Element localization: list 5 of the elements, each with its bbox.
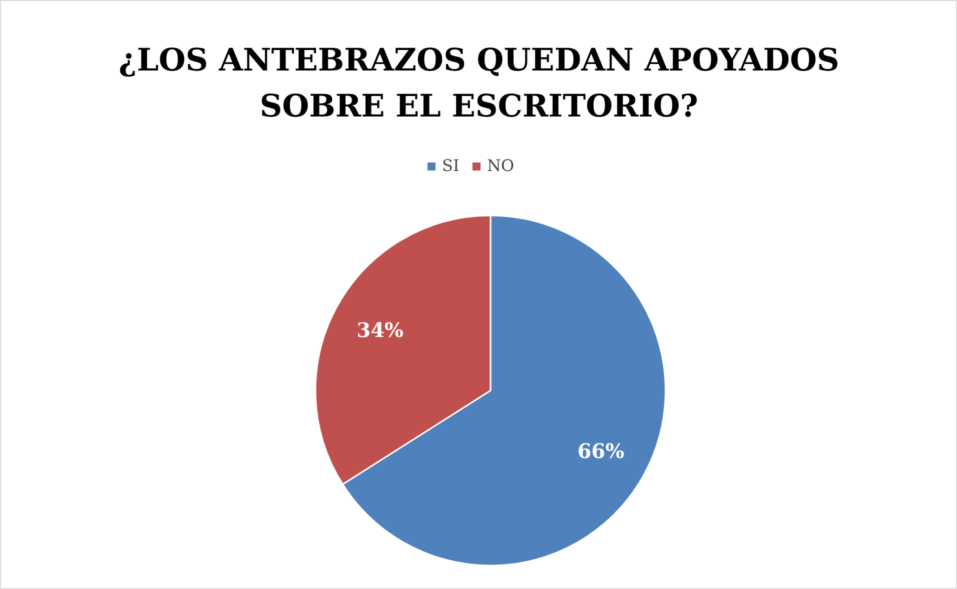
data-label: 34%: [356, 318, 404, 342]
legend-label: NO: [487, 156, 514, 175]
legend-label: SI: [442, 156, 460, 175]
data-label: 66%: [577, 439, 624, 464]
chart-title: ¿LOS ANTEBRAZOS QUEDAN APOYADOS SOBRE EL ESCRITORIO?: [118, 42, 840, 124]
